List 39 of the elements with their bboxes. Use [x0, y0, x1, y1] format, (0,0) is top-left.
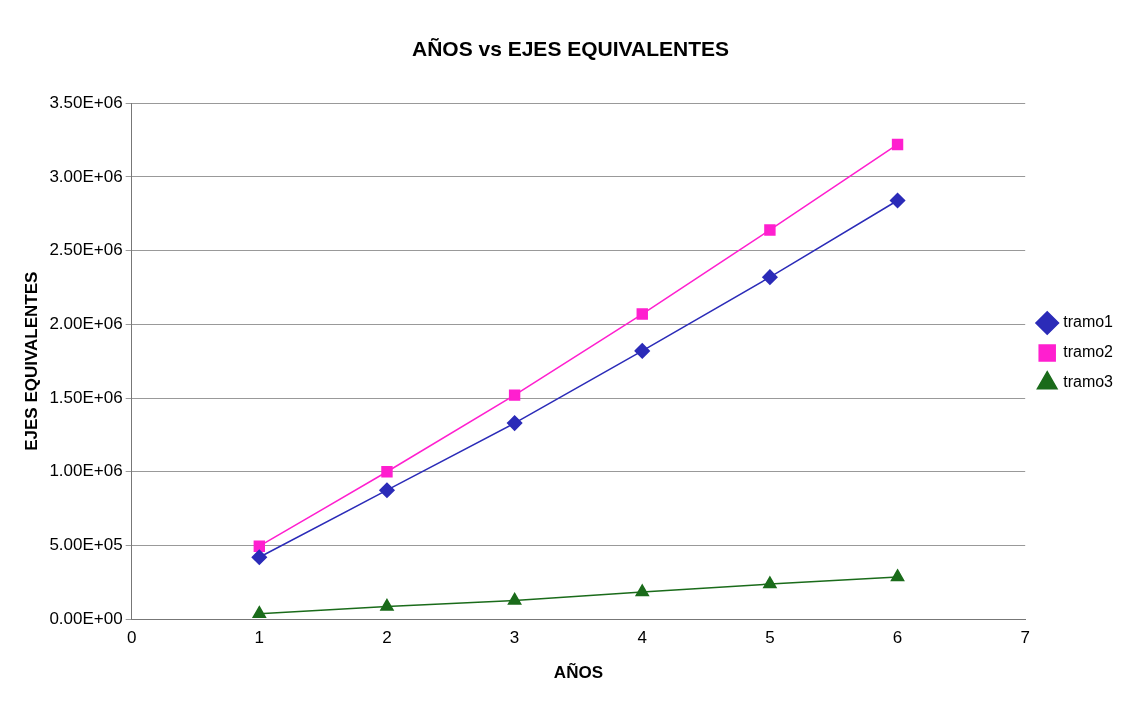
x-tick-label: 4 — [637, 628, 647, 648]
chart-title: AÑOS vs EJES EQUIVALENTES — [411, 37, 730, 61]
x-tick-label: 2 — [382, 628, 392, 648]
y-tick-label: 0.00E+00 — [49, 608, 123, 628]
x-tick-label: 5 — [765, 628, 775, 648]
x-tick-label: 3 — [509, 628, 520, 648]
y-tick-label: 3.00E+06 — [49, 166, 123, 186]
legend-label: tramo2 — [1063, 343, 1114, 361]
point — [890, 569, 905, 582]
point — [635, 584, 650, 597]
point — [636, 308, 648, 320]
point — [251, 549, 268, 566]
point — [379, 482, 395, 498]
legend-label: tramo3 — [1063, 373, 1114, 391]
point — [763, 576, 777, 589]
y-tick-label: 3.50E+06 — [49, 92, 123, 112]
y-tick-label: 5.00E+05 — [49, 535, 123, 555]
point — [380, 598, 394, 611]
legend-label: tramo1 — [1063, 313, 1114, 331]
point — [381, 466, 393, 478]
y-axis-title: EJES EQUIVALENTES — [21, 271, 41, 451]
point — [764, 224, 776, 236]
point — [507, 592, 522, 605]
y-tick-label: 2.50E+06 — [49, 240, 123, 260]
point — [889, 192, 906, 209]
point — [891, 138, 904, 151]
point — [508, 389, 521, 401]
y-tick-label: 1.50E+06 — [49, 387, 123, 407]
x-tick-label: 1 — [254, 628, 265, 648]
point — [634, 343, 651, 359]
y-tick-label: 2.00E+06 — [49, 314, 123, 334]
x-tick-label: 6 — [892, 628, 903, 648]
x-tick-label: 0 — [126, 628, 137, 648]
x-axis-title: AÑOS — [553, 662, 603, 683]
y-tick-label: 1.00E+06 — [49, 461, 123, 481]
point — [506, 415, 523, 431]
point — [762, 269, 778, 285]
x-tick-label: 7 — [1020, 628, 1030, 648]
point — [252, 606, 267, 618]
